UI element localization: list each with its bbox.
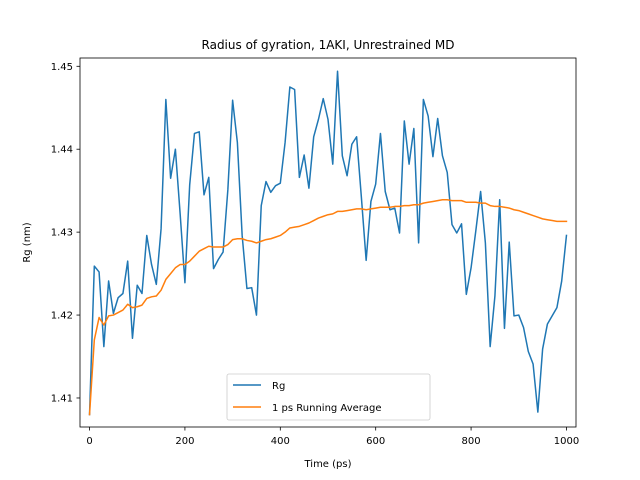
x-tick-label: 200 bbox=[175, 436, 194, 447]
y-tick-label: 1.43 bbox=[51, 228, 73, 239]
y-axis: 1.41 1.42 1.43 1.44 1.45 bbox=[51, 62, 80, 404]
plot-frame bbox=[79, 57, 577, 428]
y-tick-label: 1.44 bbox=[51, 145, 73, 156]
x-tick-label: 800 bbox=[462, 436, 481, 447]
x-tick-label: 600 bbox=[366, 436, 385, 447]
legend-box bbox=[226, 373, 431, 421]
series-layer bbox=[88, 70, 568, 416]
y-tick-label: 1.42 bbox=[51, 311, 73, 322]
x-axis: 0 200 400 600 800 1000 bbox=[86, 427, 579, 447]
x-tick-label: 0 bbox=[86, 436, 92, 447]
legend-label-rg: Rg bbox=[272, 381, 285, 392]
x-axis-label: Time (ps) bbox=[303, 459, 351, 470]
x-tick-label: 1000 bbox=[554, 436, 579, 447]
legend-label-running-average: 1 ps Running Average bbox=[272, 403, 382, 414]
chart-title: Radius of gyration, 1AKI, Unrestrained M… bbox=[202, 38, 455, 52]
y-tick-label: 1.45 bbox=[51, 62, 73, 73]
x-tick-label: 400 bbox=[271, 436, 290, 447]
series-line-running-average bbox=[88, 199, 568, 416]
y-tick-label: 1.41 bbox=[51, 393, 73, 404]
series-line-rg bbox=[88, 70, 568, 416]
legend: Rg 1 ps Running Average bbox=[226, 373, 431, 421]
y-axis-label: Rg (nm) bbox=[22, 222, 33, 262]
